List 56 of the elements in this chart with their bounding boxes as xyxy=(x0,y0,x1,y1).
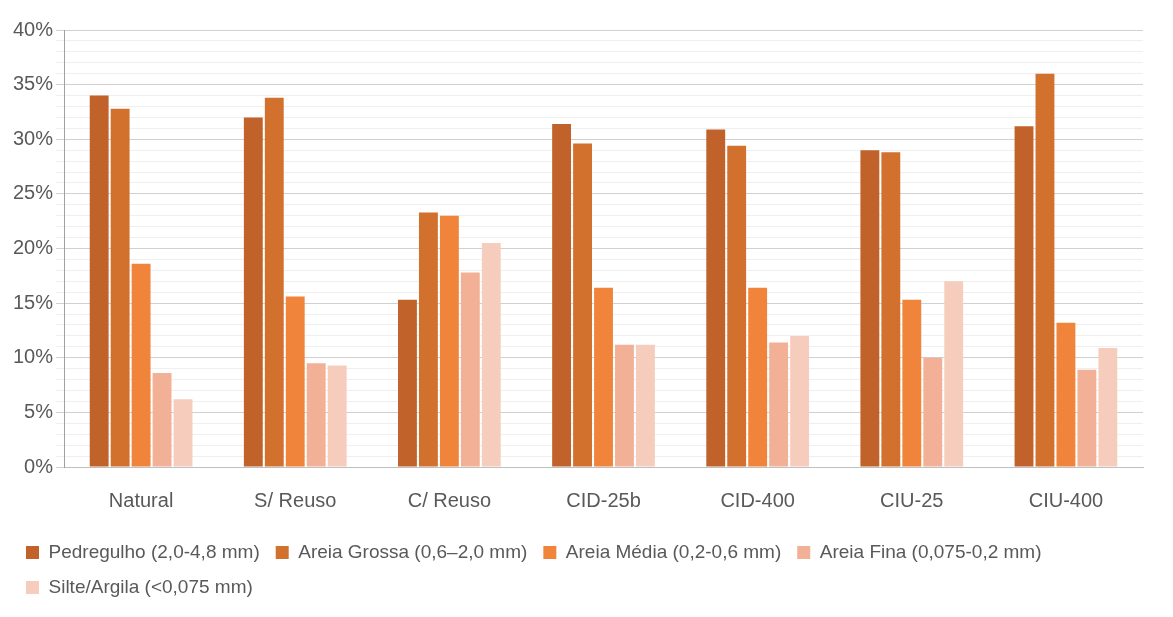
legend-label: Silte/Argila (<0,075 mm) xyxy=(48,575,253,597)
y-tick-label: 35% xyxy=(13,72,54,95)
bar xyxy=(1014,126,1034,467)
bar xyxy=(727,145,747,467)
y-tick-label: 10% xyxy=(13,345,54,368)
bar xyxy=(573,143,592,467)
bar xyxy=(706,129,726,467)
bar xyxy=(790,335,810,467)
y-tick-label: 0% xyxy=(24,454,54,477)
bar xyxy=(594,287,613,467)
bar xyxy=(243,117,263,467)
bar xyxy=(923,357,943,467)
bar xyxy=(173,399,193,467)
bar xyxy=(398,299,417,467)
x-tick-label: CIU-400 xyxy=(1028,488,1104,511)
y-tick-label: 30% xyxy=(13,126,54,149)
bar xyxy=(902,299,922,467)
bar xyxy=(636,344,655,467)
legend-label: Areia Fina (0,075-0,2 mm) xyxy=(819,540,1042,562)
bar xyxy=(418,212,438,467)
x-tick-label: Natural xyxy=(108,488,174,511)
y-tick-label: 25% xyxy=(13,181,54,204)
bar xyxy=(860,150,880,467)
bar xyxy=(110,108,130,467)
x-tick-label: CID-25b xyxy=(566,488,641,511)
y-tick-label: 20% xyxy=(13,236,54,259)
bar xyxy=(439,215,459,467)
legend-label: Areia Média (0,2-0,6 mm) xyxy=(565,540,782,562)
y-tick-label: 15% xyxy=(13,290,54,313)
bar xyxy=(769,342,789,467)
bar xyxy=(285,296,305,467)
bar xyxy=(615,344,634,467)
x-tick-label: CID-400 xyxy=(720,488,795,511)
legend-label: Areia Grossa (0,6–2,0 mm) xyxy=(298,540,528,562)
x-tick-label: CIU-25 xyxy=(880,488,944,511)
bar xyxy=(306,363,326,467)
bar xyxy=(1056,322,1076,467)
bar xyxy=(1098,347,1118,467)
bar xyxy=(327,365,347,467)
bar xyxy=(460,272,480,467)
bar xyxy=(1077,369,1097,467)
bar xyxy=(152,373,172,467)
bar xyxy=(264,97,284,467)
bar xyxy=(748,287,768,467)
x-tick-label: S/ Reuso xyxy=(254,488,337,511)
y-tick-label: 5% xyxy=(24,399,54,422)
y-tick-label: 40% xyxy=(13,17,54,40)
legend-label: Pedregulho (2,0-4,8 mm) xyxy=(48,540,260,562)
bar xyxy=(552,123,572,467)
bar xyxy=(131,263,151,467)
bar xyxy=(881,152,901,467)
x-tick-label: C/ Reuso xyxy=(407,488,492,511)
bar xyxy=(481,243,501,467)
bar xyxy=(89,95,109,467)
bar xyxy=(944,281,964,467)
bar xyxy=(1035,73,1055,467)
